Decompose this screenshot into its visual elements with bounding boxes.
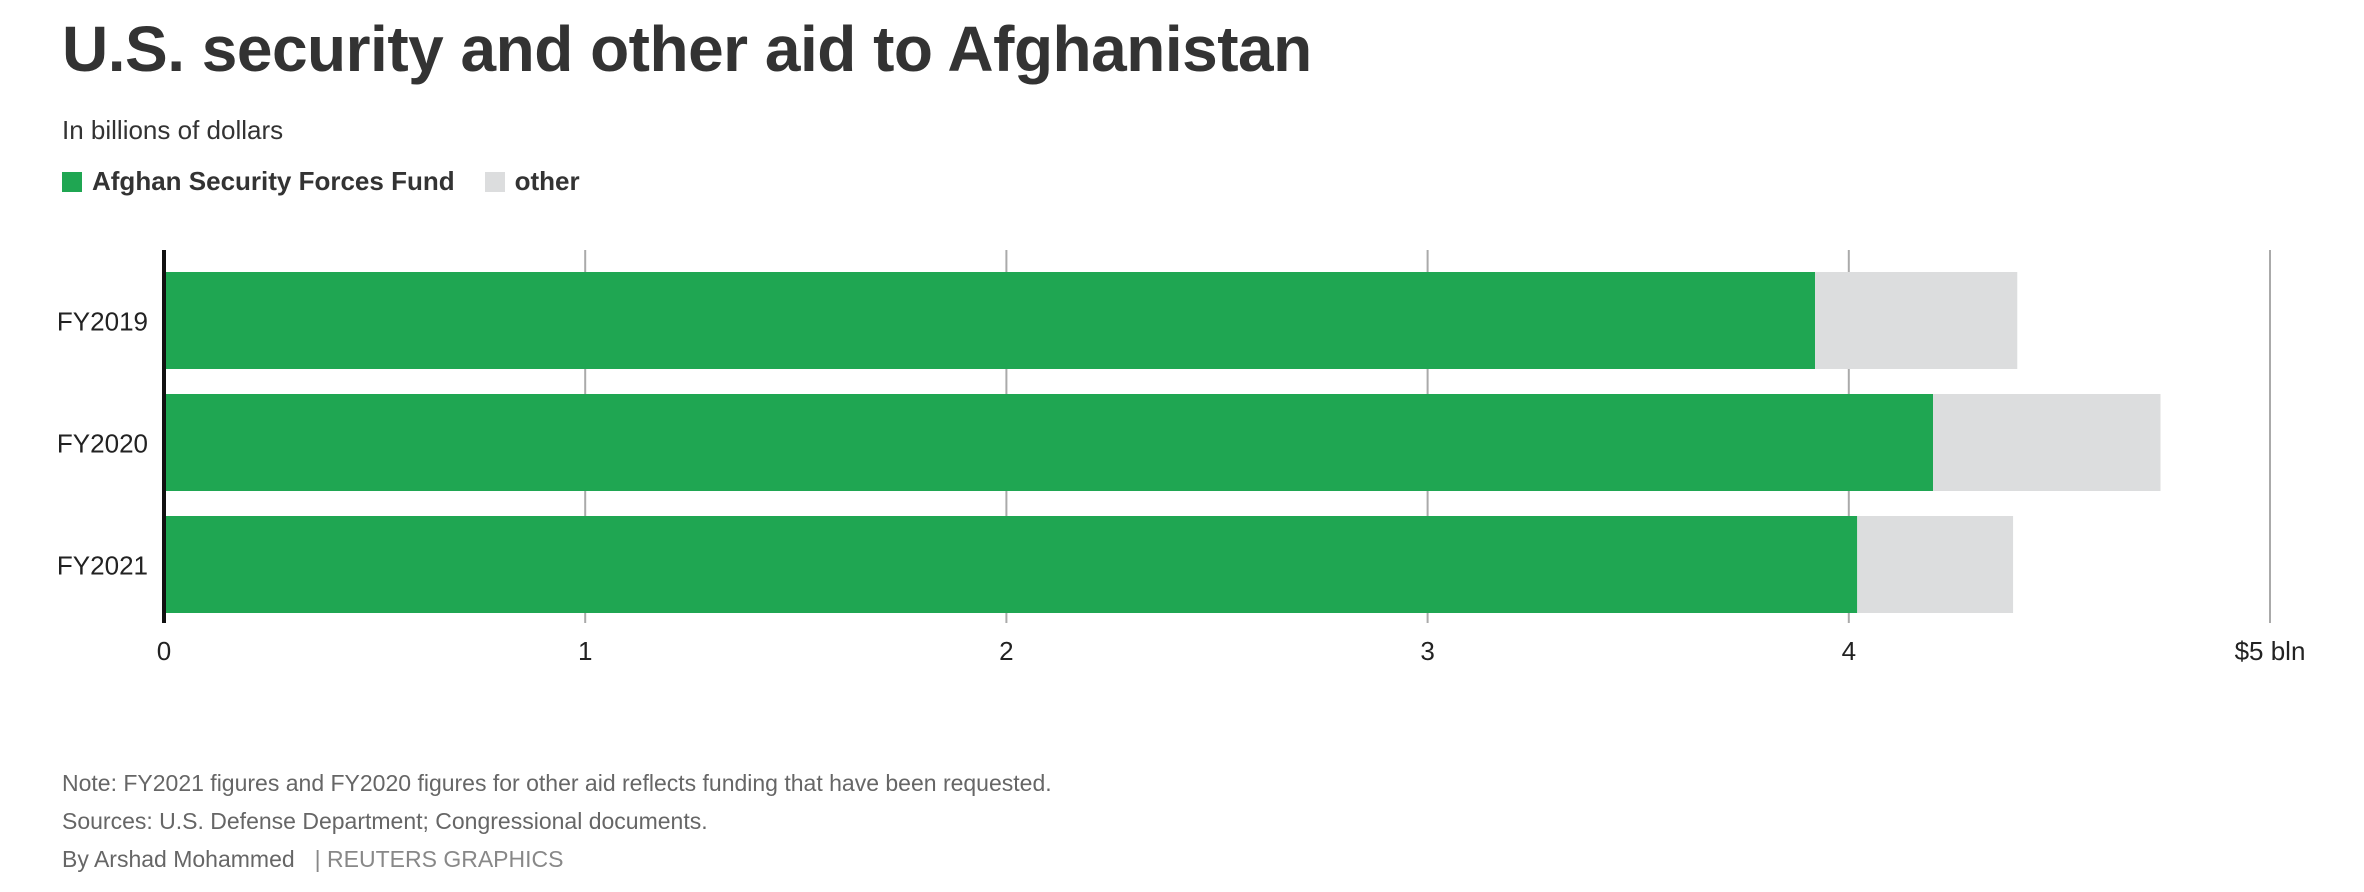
bar-chart: FY2019 FY2020 FY2021 0 1 2 3 4 $5 bln xyxy=(57,250,2306,666)
bar-fy2020-other xyxy=(1933,394,2161,491)
chart-title: U.S. security and other aid to Afghanist… xyxy=(62,13,1312,85)
y-tick-label: FY2019 xyxy=(57,307,148,337)
y-tick-label: FY2021 xyxy=(57,551,148,581)
x-tick-label: 0 xyxy=(157,636,171,666)
bar-fy2019-afghan-security-forces-fund xyxy=(164,272,1816,369)
footer-credits: By Arshad Mohammed | REUTERS GRAPHICS xyxy=(62,846,573,873)
bar-fy2021-other xyxy=(1857,516,2014,613)
footer-sources: Sources: U.S. Defense Department; Congre… xyxy=(62,808,708,834)
x-tick-label: 1 xyxy=(578,636,592,666)
bar-fy2019-other xyxy=(1815,272,2018,369)
x-tick-label: 4 xyxy=(1842,636,1856,666)
credit: | REUTERS GRAPHICS xyxy=(314,846,564,872)
legend-item-afghan-security-forces-fund: Afghan Security Forces Fund xyxy=(62,166,455,197)
legend-swatch-other xyxy=(484,171,505,192)
byline: By Arshad Mohammed xyxy=(62,846,295,872)
chart-subtitle: In billions of dollars xyxy=(62,115,284,145)
x-tick-label: 3 xyxy=(1420,636,1434,666)
legend: Afghan Security Forces Fund other xyxy=(62,166,610,197)
footer-note: Note: FY2021 figures and FY2020 figures … xyxy=(62,770,1052,796)
x-tick-label: $5 bln xyxy=(2235,636,2306,666)
legend-label-other: other xyxy=(514,166,580,196)
legend-item-other: other xyxy=(484,166,580,197)
bar-fy2021-afghan-security-forces-fund xyxy=(164,516,1858,613)
legend-swatch-afghan-security-forces-fund xyxy=(62,171,82,192)
bar-fy2020-afghan-security-forces-fund xyxy=(164,394,1934,491)
y-tick-label: FY2020 xyxy=(57,429,148,459)
x-tick-label: 2 xyxy=(999,636,1013,666)
legend-label-afghan-security-forces-fund: Afghan Security Forces Fund xyxy=(92,166,455,196)
